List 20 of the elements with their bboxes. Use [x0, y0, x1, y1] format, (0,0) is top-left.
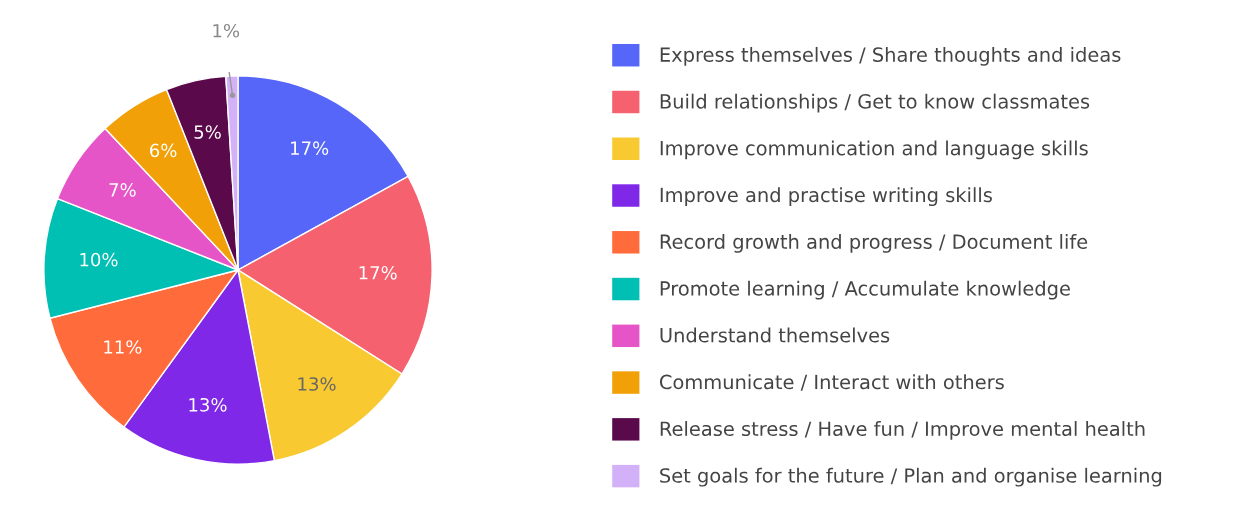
data-label: 17% — [359, 265, 397, 280]
data-label: 10% — [80, 252, 118, 267]
data-label: 7% — [109, 183, 136, 197]
legend-label: Improve and practise writing skills — [660, 187, 992, 207]
legend-label: Release stress / Have fun / Improve mental health — [660, 421, 1145, 440]
legend-label: Record growth and progress / Document life — [660, 233, 1088, 253]
legend-label: Understand themselves — [660, 327, 890, 343]
data-label: 13% — [189, 397, 227, 412]
data-label: 5% — [194, 125, 221, 139]
legend-label: Communicate / Interact with others — [659, 374, 1004, 391]
legend-label: Improve communication and language skills — [660, 140, 1088, 160]
legend-label: Set goals for the future / Plan and organise learning — [660, 467, 1162, 487]
legend-label: Express themselves / Share thoughts and ideas — [660, 46, 1121, 66]
data-label: 13% — [298, 377, 336, 391]
data-label: 6% — [150, 143, 177, 158]
data-label: 1% — [213, 23, 240, 38]
data-label: 11% — [104, 340, 142, 354]
legend-label: Promote learning / Accumulate knowledge — [660, 280, 1070, 300]
legend-label: Build relationships / Get to know classmates — [660, 93, 1090, 113]
data-label: 17% — [291, 141, 329, 155]
